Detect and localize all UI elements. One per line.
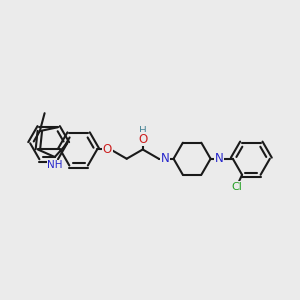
Text: NH: NH [47, 160, 62, 170]
Text: O: O [103, 143, 112, 156]
Text: O: O [138, 133, 147, 146]
Text: N: N [215, 152, 224, 165]
Text: Cl: Cl [231, 182, 242, 192]
Text: H: H [139, 126, 147, 136]
Text: N: N [161, 152, 170, 165]
